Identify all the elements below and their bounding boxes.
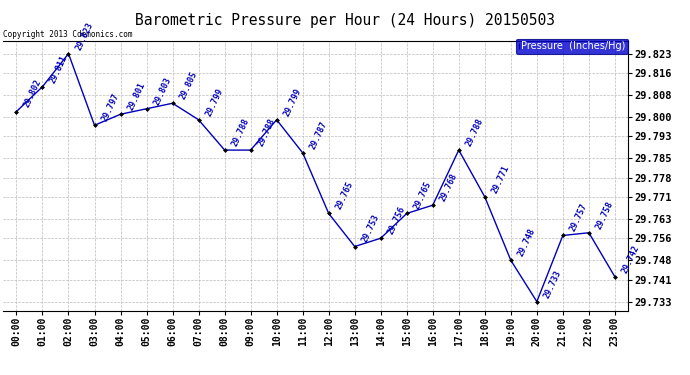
Text: 29.771: 29.771 bbox=[491, 164, 511, 195]
Text: 29.803: 29.803 bbox=[152, 76, 173, 106]
Text: 29.753: 29.753 bbox=[360, 213, 381, 244]
Text: 29.788: 29.788 bbox=[464, 117, 485, 148]
Legend: Pressure  (Inches/Hg): Pressure (Inches/Hg) bbox=[515, 39, 628, 54]
Text: 29.768: 29.768 bbox=[438, 172, 459, 203]
Text: 29.811: 29.811 bbox=[48, 54, 69, 84]
Text: 29.788: 29.788 bbox=[256, 117, 277, 148]
Text: 29.802: 29.802 bbox=[22, 78, 43, 110]
Text: 29.799: 29.799 bbox=[282, 87, 303, 118]
Text: 29.748: 29.748 bbox=[516, 227, 538, 258]
Text: Barometric Pressure per Hour (24 Hours) 20150503: Barometric Pressure per Hour (24 Hours) … bbox=[135, 13, 555, 28]
Text: 29.788: 29.788 bbox=[230, 117, 251, 148]
Text: 29.805: 29.805 bbox=[178, 70, 199, 101]
Text: 29.797: 29.797 bbox=[100, 92, 121, 123]
Text: 29.801: 29.801 bbox=[126, 81, 147, 112]
Text: 29.787: 29.787 bbox=[308, 120, 329, 151]
Text: 29.765: 29.765 bbox=[334, 180, 355, 211]
Text: 29.799: 29.799 bbox=[204, 87, 225, 118]
Text: 29.757: 29.757 bbox=[569, 202, 589, 233]
Text: 29.733: 29.733 bbox=[542, 268, 563, 300]
Text: 29.742: 29.742 bbox=[620, 244, 641, 274]
Text: 29.765: 29.765 bbox=[413, 180, 433, 211]
Text: 29.823: 29.823 bbox=[74, 21, 95, 51]
Text: 29.756: 29.756 bbox=[386, 205, 407, 236]
Text: 29.758: 29.758 bbox=[594, 200, 615, 231]
Text: Copyright 2013 Cdemonics.com: Copyright 2013 Cdemonics.com bbox=[3, 30, 133, 39]
